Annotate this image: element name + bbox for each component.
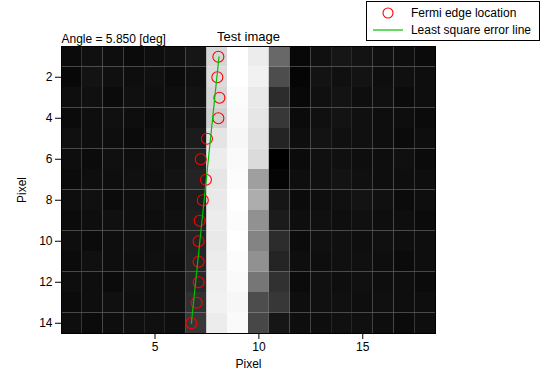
svg-text:8: 8 (46, 193, 53, 207)
svg-text:6: 6 (46, 152, 53, 166)
svg-text:14: 14 (39, 316, 53, 330)
svg-text:Pixel: Pixel (15, 177, 29, 203)
svg-text:4: 4 (46, 111, 53, 125)
svg-text:12: 12 (39, 275, 53, 289)
svg-text:10: 10 (39, 234, 53, 248)
svg-text:Pixel: Pixel (235, 357, 261, 371)
svg-text:15: 15 (356, 340, 370, 354)
svg-text:10: 10 (252, 340, 266, 354)
svg-text:5: 5 (152, 340, 159, 354)
svg-text:2: 2 (46, 70, 53, 84)
html-text:Fermi edge location: Fermi edge location (410, 5, 517, 20)
html-text:Least square error line: Least square error line (410, 22, 531, 37)
svg-text:Test image: Test image (217, 29, 280, 44)
svg-text:Angle = 5.850 [deg]: Angle = 5.850 [deg] (62, 32, 166, 46)
